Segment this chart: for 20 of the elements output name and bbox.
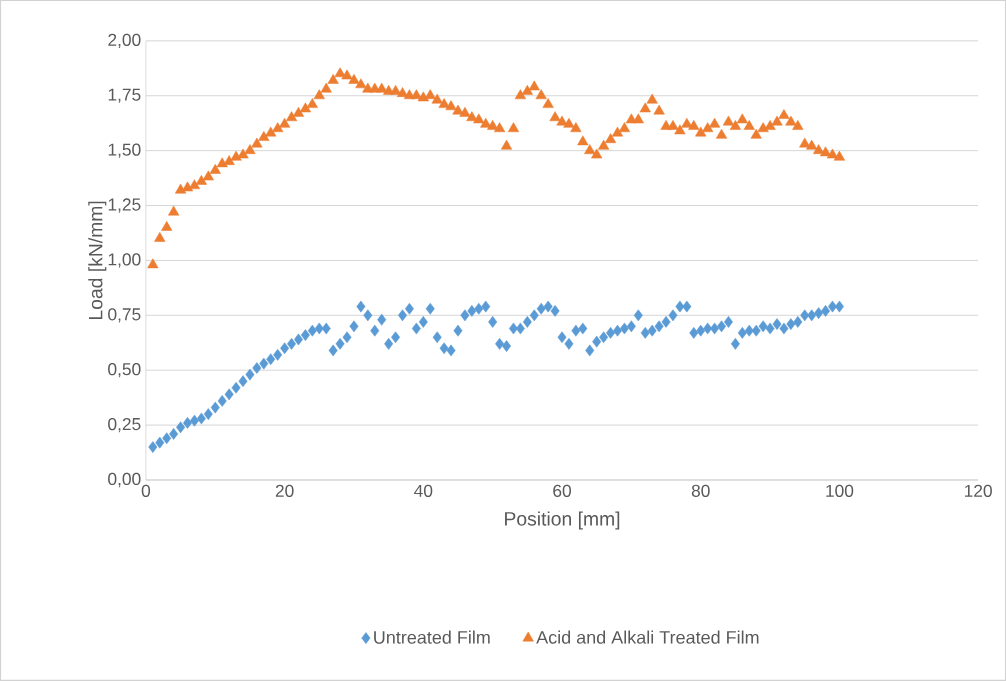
- y-tick-label: 0,25: [108, 417, 141, 433]
- x-axis-title: Position [mm]: [505, 511, 620, 530]
- y-tick-label: 0,50: [108, 363, 141, 378]
- y-tick-label: 1,25: [108, 198, 141, 213]
- x-tick-label: 40: [414, 484, 433, 498]
- x-tick-label: 100: [826, 484, 854, 498]
- y-tick-label: 0,75: [108, 308, 141, 323]
- y-axis-title: Load [kN/mm]: [88, 201, 107, 320]
- y-tick-label: 0,00: [108, 472, 141, 488]
- y-tick-label: 1,00: [108, 253, 141, 268]
- y-tick-label: 1,75: [108, 88, 141, 103]
- x-tick-label: 20: [275, 484, 294, 498]
- legend-label: Untreated Film: [374, 630, 490, 644]
- y-tick-label: 1,50: [108, 143, 141, 158]
- x-tick-label: 0: [141, 484, 151, 498]
- x-tick-label: 60: [553, 484, 571, 498]
- x-tick-label: 80: [691, 484, 710, 498]
- y-tick-label: 2,00: [108, 33, 141, 49]
- x-tick-label: 120: [964, 484, 992, 498]
- legend-label: Acid and Alkali Treated Film: [536, 630, 759, 644]
